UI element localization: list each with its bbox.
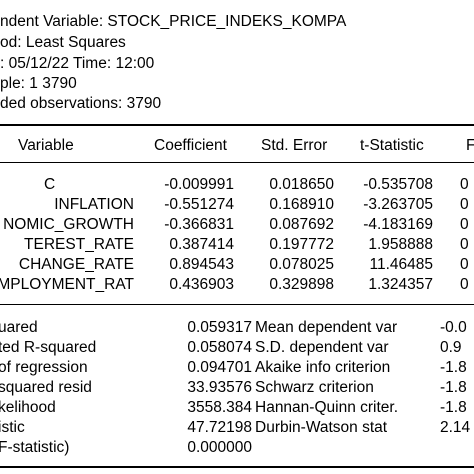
stats-row: kelihood 3558.384 Hannan-Quinn criter. -… — [0, 398, 474, 418]
included-observations-line: ded observations: 3790 — [0, 95, 162, 112]
stat-label: F-statistic) — [0, 439, 70, 456]
header-rule — [0, 162, 474, 163]
stats-row: F-statistic) 0.000000 — [0, 438, 474, 458]
stat-label: Schwarz criterion — [255, 379, 374, 396]
variable-name: NOMIC_GROWTH — [3, 216, 134, 233]
std-error-value: 0.078025 — [269, 256, 334, 273]
stat-value: 47.72198 — [187, 419, 252, 436]
stats-row: ted R-squared 0.058074 S.D. dependent va… — [0, 338, 474, 358]
date-time-line: : 05/12/22 Time: 12:00 — [0, 55, 155, 72]
prob-value: 0 — [460, 276, 469, 293]
stat-value: -1.8 — [440, 359, 467, 376]
std-error-value: 0.168910 — [269, 196, 334, 213]
std-error-value: 0.329898 — [269, 276, 334, 293]
variable-name: TEREST_RATE — [24, 236, 134, 253]
table-column-headers: Variable Coefficient Std. Error t-Statis… — [0, 136, 474, 156]
prob-value: 0 — [460, 216, 469, 233]
coefficient-value: 0.387414 — [169, 236, 234, 253]
t-statistic-value: -3.263705 — [363, 196, 433, 213]
stat-label: of regression — [0, 359, 88, 376]
coefficients-bottom-rule — [0, 304, 474, 305]
stat-label: S.D. dependent var — [255, 339, 389, 356]
stat-label: ted R-squared — [0, 339, 97, 356]
prob-value: 0 — [460, 256, 469, 273]
table-row: NOMIC_GROWTH -0.366831 0.087692 -4.18316… — [0, 215, 474, 235]
method-line: od: Least Squares — [0, 34, 126, 51]
regression-header: ndent Variable: STOCK_PRICE_INDEKS_KOMPA… — [0, 0, 474, 118]
coefficient-value: -0.009991 — [164, 176, 234, 193]
prob-value: 0 — [460, 176, 469, 193]
t-statistic-value: 1.324357 — [368, 276, 433, 293]
variable-name: CHANGE_RATE — [18, 256, 134, 273]
t-statistic-value: 11.46485 — [369, 256, 434, 273]
column-header-prob: F — [466, 137, 474, 154]
stat-label: Durbin-Watson stat — [255, 419, 388, 436]
t-statistic-value: -0.535708 — [363, 176, 433, 193]
std-error-value: 0.197772 — [269, 236, 334, 253]
stat-value: 0.000000 — [187, 439, 252, 456]
prob-value: 0 — [460, 236, 469, 253]
stat-label: Hannan-Quinn criter. — [255, 399, 399, 416]
table-bottom-rule — [0, 466, 474, 468]
stat-label: uared — [0, 319, 38, 336]
coefficient-value: -0.551274 — [164, 196, 234, 213]
table-row: MPLOYMENT_RAT 0.436903 0.329898 1.324357… — [0, 275, 474, 295]
std-error-value: 0.087692 — [269, 216, 334, 233]
coefficient-value: -0.366831 — [164, 216, 234, 233]
stat-label: Mean dependent var — [255, 319, 398, 336]
stats-row: uared 0.059317 Mean dependent var -0.0 — [0, 318, 474, 338]
stat-value: 3558.384 — [187, 399, 252, 416]
stat-label: istic — [0, 419, 25, 436]
dependent-variable-line: ndent Variable: STOCK_PRICE_INDEKS_KOMPA — [0, 13, 347, 30]
stat-label: Akaike info criterion — [255, 359, 391, 376]
variable-name: MPLOYMENT_RAT — [0, 276, 134, 293]
t-statistic-value: 1.958888 — [368, 236, 433, 253]
stat-value: 0.9 — [440, 339, 462, 356]
coefficient-value: 0.436903 — [169, 276, 234, 293]
column-header-coefficient: Coefficient — [154, 137, 227, 154]
column-header-t-statistic: t-Statistic — [360, 137, 424, 154]
stats-row: istic 47.72198 Durbin-Watson stat 2.14 — [0, 418, 474, 438]
stat-label: squared resid — [0, 379, 92, 396]
stat-label: kelihood — [0, 399, 56, 416]
stat-value: 0.094701 — [187, 359, 252, 376]
stats-row: squared resid 33.93576 Schwarz criterion… — [0, 378, 474, 398]
stat-value: -0.0 — [440, 319, 467, 336]
table-row: CHANGE_RATE 0.894543 0.078025 11.46485 0 — [0, 255, 474, 275]
table-row: C -0.009991 0.018650 -0.535708 0 — [0, 175, 474, 195]
variable-name: C — [44, 176, 56, 193]
stat-value: 33.93576 — [187, 379, 252, 396]
t-statistic-value: -4.183169 — [363, 216, 433, 233]
table-row: TEREST_RATE 0.387414 0.197772 1.958888 0 — [0, 235, 474, 255]
stat-value: -1.8 — [440, 399, 467, 416]
stat-value: -1.8 — [440, 379, 467, 396]
table-top-rule — [0, 124, 474, 126]
column-header-variable: Variable — [18, 137, 74, 154]
variable-name: INFLATION — [54, 196, 134, 213]
column-header-std-error: Std. Error — [261, 137, 328, 154]
prob-value: 0 — [460, 196, 469, 213]
stat-value: 2.14 — [440, 419, 471, 436]
stat-value: 0.059317 — [187, 319, 252, 336]
table-row: INFLATION -0.551274 0.168910 -3.263705 0 — [0, 195, 474, 215]
sample-line: ple: 1 3790 — [0, 75, 77, 92]
std-error-value: 0.018650 — [269, 176, 334, 193]
stats-row: of regression 0.094701 Akaike info crite… — [0, 358, 474, 378]
stat-value: 0.058074 — [187, 339, 252, 356]
coefficient-value: 0.894543 — [169, 256, 234, 273]
